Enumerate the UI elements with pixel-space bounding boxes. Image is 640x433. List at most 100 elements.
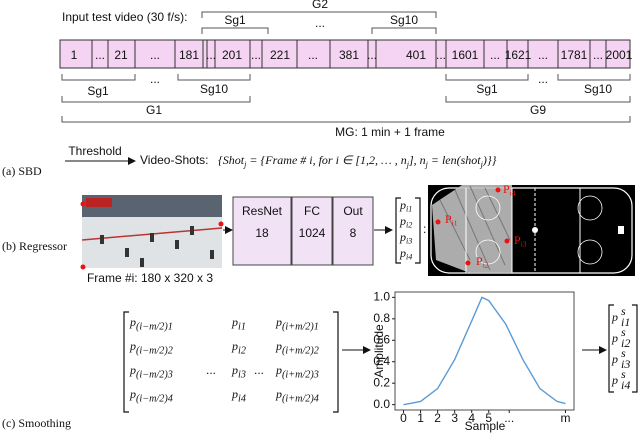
math-subscript: (i+m/2)1 bbox=[282, 322, 319, 333]
label: G1 bbox=[146, 103, 162, 117]
frame-image-player bbox=[175, 240, 179, 249]
label: Sg10 bbox=[584, 82, 612, 96]
keypoint bbox=[465, 260, 471, 266]
x-tick-label: m bbox=[560, 411, 570, 425]
math-subscript: (i+m/2)4 bbox=[282, 394, 319, 405]
formula-subscript: j bbox=[406, 160, 410, 169]
output-subscript: i2 bbox=[621, 336, 630, 350]
label: FC bbox=[304, 204, 320, 218]
math-base: P bbox=[514, 233, 521, 247]
frame-number: 1601 bbox=[452, 48, 479, 62]
math-base: P bbox=[476, 254, 483, 268]
label: (b) Regressor bbox=[2, 239, 67, 253]
output-base: p bbox=[611, 373, 618, 387]
math-subscript: (i−m/2)4 bbox=[136, 394, 173, 405]
frame-strip bbox=[59, 39, 631, 69]
label: Sg10 bbox=[200, 82, 228, 96]
bracket bbox=[201, 11, 437, 18]
math-base: p bbox=[231, 387, 238, 401]
output-subscript: i1 bbox=[621, 315, 630, 329]
y-tick-label: 0.0 bbox=[373, 397, 390, 411]
math-term: pi4 bbox=[231, 387, 246, 405]
frame-number: ... bbox=[206, 48, 216, 62]
y-tick-label: 0.6 bbox=[373, 332, 390, 346]
label: Input test video (30 f/s): bbox=[62, 10, 187, 24]
frame-number: ... bbox=[593, 48, 603, 62]
math-subscript: (i−m/2)3 bbox=[136, 370, 173, 381]
goal bbox=[618, 226, 624, 234]
output-subscript: i3 bbox=[621, 357, 630, 371]
math-subscript: (i+m/2)3 bbox=[282, 370, 319, 381]
math-term: pi1 bbox=[231, 315, 246, 333]
frame-image-player bbox=[150, 233, 154, 242]
frame-number: 181 bbox=[179, 48, 199, 62]
layer-box bbox=[232, 196, 292, 266]
formula-subscript: j bbox=[243, 160, 247, 169]
keypoint bbox=[435, 219, 441, 225]
formula-subscript: j bbox=[480, 160, 484, 169]
bracket bbox=[557, 74, 631, 81]
math-base: P bbox=[445, 212, 452, 226]
frame-number: ... bbox=[308, 48, 318, 62]
label: ... bbox=[206, 363, 216, 377]
label: Sg1 bbox=[87, 84, 109, 98]
math-subscript: i1 bbox=[452, 218, 458, 227]
output-base: p bbox=[611, 310, 618, 324]
y-tick-label: 0.4 bbox=[373, 354, 390, 368]
faceoff-circle bbox=[577, 195, 603, 221]
amplitude-line bbox=[403, 296, 566, 406]
formula-subscript: j bbox=[425, 160, 429, 169]
math-term: Pi4 bbox=[503, 182, 516, 197]
label: Amplitude bbox=[372, 324, 386, 378]
math-term: p(i−m/2)2 bbox=[129, 339, 173, 357]
math-term: pi2 bbox=[231, 339, 246, 357]
label: Video-Shots: bbox=[140, 153, 209, 167]
formula-text: = {Frame # i, for i ∈ [1,2, … , n bbox=[246, 153, 406, 167]
formula-text: )}} bbox=[482, 153, 497, 167]
math-base: p bbox=[129, 387, 136, 401]
frame-number: ... bbox=[95, 48, 105, 62]
x-tick-label: 0 bbox=[400, 411, 407, 425]
math-base: p bbox=[275, 387, 282, 401]
x-tick-label: 1 bbox=[417, 411, 424, 425]
label: 1024 bbox=[299, 226, 326, 240]
frame-number: 21 bbox=[114, 48, 128, 62]
faceoff-circle bbox=[577, 239, 603, 265]
math-subscript: i2 bbox=[238, 346, 246, 357]
math-base: p bbox=[275, 315, 282, 329]
label: ... bbox=[315, 16, 325, 30]
rink-boards bbox=[430, 187, 633, 274]
output-superscript: s bbox=[621, 367, 626, 381]
frame-image-player bbox=[100, 235, 104, 244]
math-term: pi2 bbox=[399, 214, 412, 230]
label: G9 bbox=[530, 103, 546, 117]
math-term: pi1 bbox=[399, 198, 412, 214]
label: Frame #i: 180 x 320 x 3 bbox=[87, 271, 213, 285]
frame-image-player bbox=[125, 248, 129, 257]
frame-number: ... bbox=[367, 48, 377, 62]
bracket bbox=[61, 74, 136, 81]
math-base: p bbox=[399, 198, 406, 212]
bracket bbox=[201, 27, 269, 34]
warped-frame-texture bbox=[439, 185, 511, 271]
math-base: p bbox=[231, 363, 238, 377]
bracket bbox=[61, 96, 251, 103]
output-base: p bbox=[611, 352, 618, 366]
math-term: Pi1 bbox=[445, 212, 458, 227]
formula-text: {Shot bbox=[218, 153, 245, 167]
keypoint bbox=[495, 187, 501, 193]
frame-number: ... bbox=[150, 48, 160, 62]
plot-frame bbox=[394, 291, 575, 411]
formula-text: ], n bbox=[408, 153, 426, 167]
math-base: p bbox=[399, 230, 406, 244]
frame-image-boards bbox=[82, 195, 222, 217]
math-term: Pi2 bbox=[476, 254, 489, 269]
math-subscript: (i−m/2)1 bbox=[136, 322, 173, 333]
math-base: p bbox=[231, 315, 238, 329]
label: Sg1 bbox=[224, 13, 246, 27]
faceoff-circle bbox=[475, 195, 501, 221]
frame-number: 1 bbox=[71, 48, 78, 62]
layer-box bbox=[332, 196, 374, 266]
x-tick-label: 4 bbox=[468, 411, 475, 425]
